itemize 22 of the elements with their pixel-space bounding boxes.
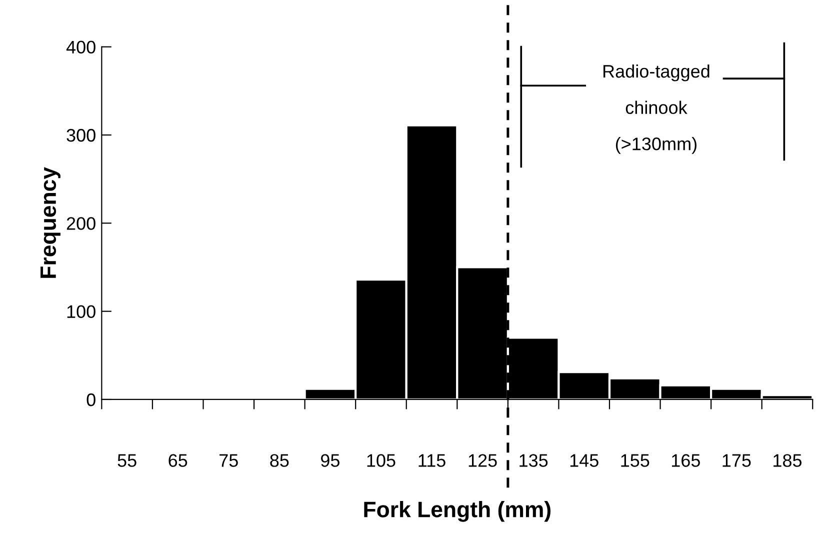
x-tick-label: 85 — [270, 454, 289, 467]
y-tick-label: 200 — [66, 217, 96, 230]
x-tick-label: 185 — [774, 454, 802, 467]
x-tick-label: 165 — [672, 454, 700, 467]
x-tick-label: 75 — [220, 454, 238, 467]
x-tick-label: 55 — [118, 454, 136, 467]
x-axis-title: Fork Length (mm) — [364, 501, 550, 522]
text: Radio-tagged chinook (>130mm) — [603, 64, 710, 154]
x-tick-label: 155 — [621, 454, 650, 467]
x-tick-label: 105 — [367, 454, 396, 467]
x-tick-label: 145 — [570, 454, 598, 467]
x-tick-label: 65 — [168, 454, 188, 467]
y-tick-label: 0 — [86, 393, 96, 406]
y-tick-label: 100 — [67, 305, 96, 318]
y-tick-label: 400 — [66, 40, 96, 54]
y-axis-title: Frequency — [40, 167, 60, 278]
x-tick-label: 175 — [722, 454, 751, 467]
x-tick-label: 125 — [468, 454, 497, 467]
y-tick-label: 300 — [66, 128, 96, 142]
x-tick-label: 135 — [520, 454, 548, 467]
x-tick-label: 115 — [418, 454, 446, 467]
x-tick-label: 95 — [321, 454, 340, 467]
